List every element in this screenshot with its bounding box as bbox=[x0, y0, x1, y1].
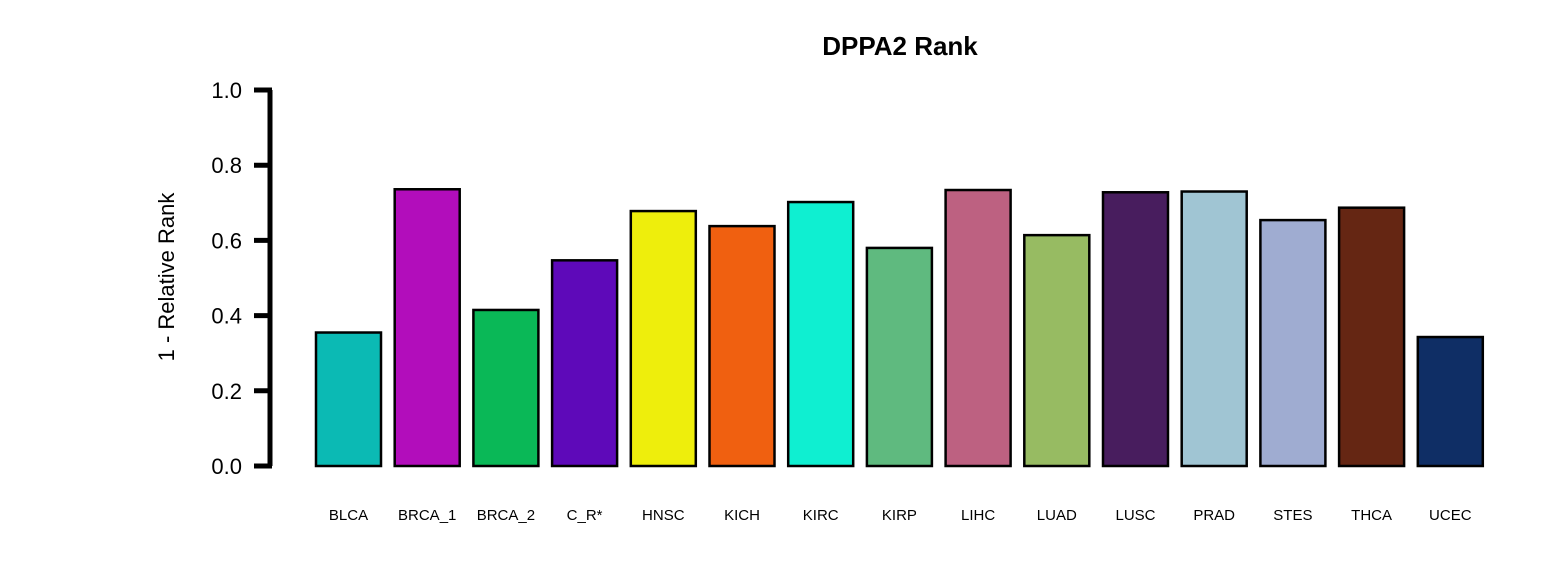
x-tick-label: PRAD bbox=[1193, 507, 1235, 524]
bar-lihc bbox=[944, 188, 1012, 468]
bar-ucec bbox=[1416, 335, 1485, 468]
bar-hnsc bbox=[629, 209, 698, 468]
x-tick-label: THCA bbox=[1351, 507, 1392, 524]
x-tick-label: KIRP bbox=[882, 507, 917, 524]
bar-brca-1 bbox=[393, 188, 461, 468]
bar-prad bbox=[1180, 190, 1248, 468]
bar-luad bbox=[1023, 233, 1091, 468]
bar-lusc bbox=[1101, 191, 1170, 468]
bar-blca bbox=[314, 331, 383, 468]
bars-group bbox=[314, 188, 1485, 468]
x-tick-label: LUAD bbox=[1037, 507, 1077, 524]
x-tick-labels: BLCA BRCA_1 BRCA_2 C_R* HNSC KICH KIRC KIRP LIHC… bbox=[329, 507, 1472, 524]
y-axis-label: 1 - Relative Rank bbox=[154, 192, 179, 362]
bar-c-r- bbox=[550, 259, 619, 468]
y-tick-label: 0.4 bbox=[211, 304, 242, 329]
y-tick-label: 0.0 bbox=[211, 454, 242, 479]
bar-brca-2 bbox=[472, 308, 540, 468]
chart-title: DPPA2 Rank bbox=[822, 31, 978, 61]
x-tick-label: BLCA bbox=[329, 507, 368, 524]
bar-stes bbox=[1259, 218, 1327, 468]
x-tick-label: BRCA_1 bbox=[398, 507, 456, 524]
bar-thca bbox=[1337, 206, 1406, 468]
x-tick-label: HNSC bbox=[642, 507, 685, 524]
x-tick-label: BRCA_2 bbox=[477, 507, 535, 524]
x-tick-label: STES bbox=[1273, 507, 1312, 524]
bar-kirc bbox=[786, 200, 855, 468]
y-tick-label: 0.8 bbox=[211, 153, 242, 178]
x-tick-label: C_R* bbox=[567, 507, 603, 524]
y-tick-label: 1.0 bbox=[211, 78, 242, 103]
bar-kich bbox=[708, 224, 776, 468]
bar-kirp bbox=[865, 246, 934, 468]
x-tick-label: LIHC bbox=[961, 507, 995, 524]
y-tick-label: 0.2 bbox=[211, 379, 242, 404]
y-tick-label: 0.6 bbox=[211, 228, 242, 253]
x-tick-label: UCEC bbox=[1429, 507, 1472, 524]
x-tick-label: KICH bbox=[724, 507, 760, 524]
y-axis: 0.0 0.2 0.4 0.6 0.8 1.0 bbox=[211, 78, 273, 479]
x-tick-label: KIRC bbox=[803, 507, 839, 524]
x-tick-label: LUSC bbox=[1115, 507, 1155, 524]
